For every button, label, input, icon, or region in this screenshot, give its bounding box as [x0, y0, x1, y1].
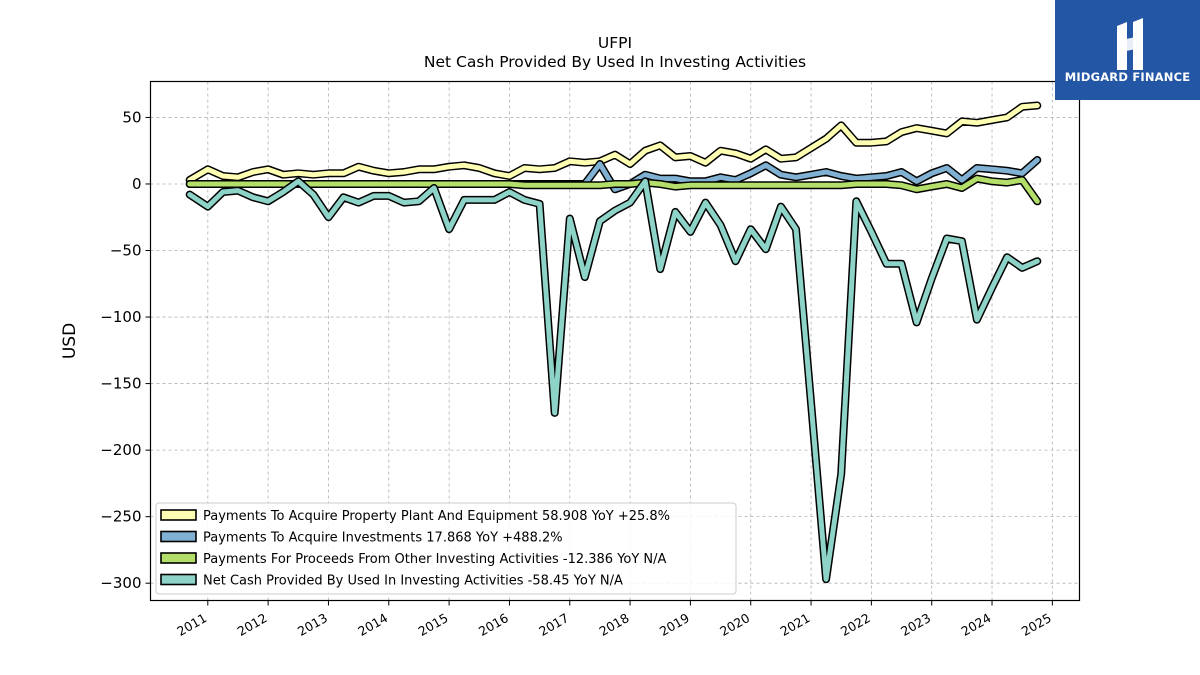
y-tick-label: −300: [100, 574, 141, 592]
x-tick-label: 2018: [597, 610, 632, 639]
x-tick-label: 2025: [1019, 610, 1054, 639]
legend-swatch-4: [160, 573, 197, 586]
x-tick-label: 2021: [778, 610, 813, 639]
series-1-line: [187, 103, 1040, 183]
x-tick-label: 2012: [235, 610, 270, 639]
y-tick-label: 50: [122, 108, 141, 126]
x-tick-label: 2020: [717, 610, 752, 639]
y-tick-label: 0: [132, 175, 142, 193]
y-tick-label: −150: [100, 375, 141, 393]
series-4-line: [187, 178, 1040, 582]
y-axis: 50 0 −50 −100 −150 −200 −250 −300: [100, 108, 151, 592]
legend-swatch-2: [160, 530, 197, 543]
x-tick-label: 2015: [416, 610, 451, 639]
y-tick-label: −200: [100, 441, 141, 459]
x-tick-label: 2022: [838, 610, 873, 639]
x-tick-label: 2024: [958, 610, 993, 639]
x-tick-label: 2019: [657, 610, 692, 639]
legend: Payments To Acquire Property Plant And E…: [155, 502, 737, 595]
brand-logo: MIDGARD FINANCE: [1055, 0, 1200, 100]
y-tick-label: −100: [100, 308, 141, 326]
chart-subtitle: Net Cash Provided By Used In Investing A…: [424, 53, 806, 71]
brand-logo-icon: [1117, 18, 1143, 70]
series-1-outline: [185, 101, 1042, 184]
legend-label-2: Payments To Acquire Investments 17.868 Y…: [203, 531, 563, 546]
legend-label-3: Payments For Proceeds From Other Investi…: [203, 552, 667, 567]
legend-label-4: Net Cash Provided By Used In Investing A…: [203, 574, 623, 589]
y-tick-label: −50: [110, 242, 142, 260]
x-axis: 2011 2012 2013 2014 2015 2016 2017 2018 2019 2020…: [174, 600, 1054, 639]
y-tick-label: −250: [100, 508, 141, 526]
x-tick-label: 2014: [355, 610, 390, 639]
legend-box: [155, 502, 737, 595]
series-3-line: [187, 176, 1040, 204]
series-lines: [185, 101, 1042, 584]
brand-name: MIDGARD FINANCE: [1064, 70, 1191, 84]
x-tick-label: 2016: [476, 610, 511, 639]
legend-swatch-1: [160, 509, 197, 521]
legend-swatch-3: [160, 552, 197, 564]
plot-frame: [149, 80, 1081, 602]
y-axis-label: USD: [60, 323, 80, 359]
x-tick-label: 2013: [295, 610, 330, 639]
x-tick-label: 2023: [898, 610, 933, 639]
x-tick-label: 2011: [174, 610, 209, 639]
x-tick-label: 2017: [536, 610, 571, 639]
legend-label-1: Payments To Acquire Property Plant And E…: [203, 509, 670, 524]
chart-title: UFPI: [598, 34, 632, 52]
